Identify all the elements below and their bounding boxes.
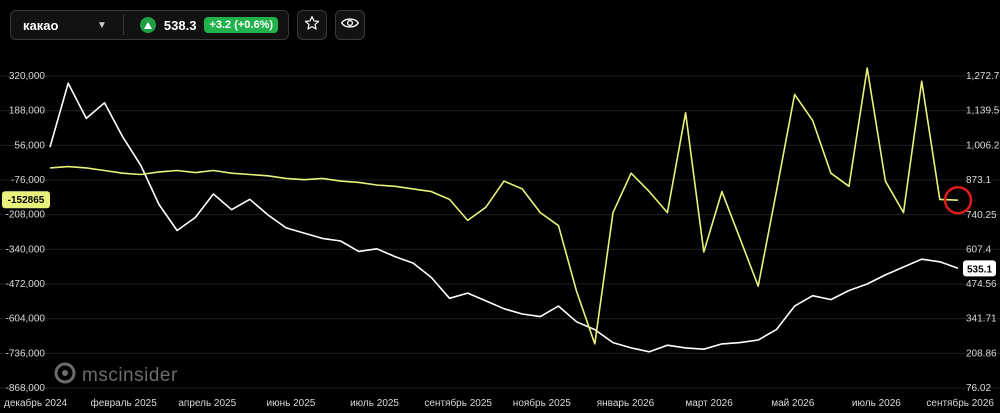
x-tick-label: декабрь 2024 [4,397,68,409]
series-line-1 [49,67,959,345]
x-tick-label: январь 2026 [597,398,655,409]
right-tick-label: 1,139.5 [966,106,1000,117]
right-tick-label: 740.25 [966,210,997,221]
watch-button[interactable] [335,10,366,40]
eye-icon [341,16,360,35]
left-value-label: -152865 [8,195,45,206]
left-tick-label: -76,000 [11,175,45,186]
left-axis: 320,000 188,000 56,000 -76,000 -208,000 -340,… [6,71,46,394]
left-tick-label: -868,000 [6,383,46,394]
x-tick-label: февраль 2025 [90,397,157,409]
overlay: 535.1 -152865 [2,185,996,277]
current-price: 538.3 [163,17,197,33]
right-tick-label: 607.4 [966,244,991,255]
x-tick-label: сентябрь 2026 [926,397,994,409]
watermark: mscinsider [54,362,178,390]
right-tick-label: 76.02 [966,383,991,394]
chevron-down-icon[interactable]: ▼ [97,19,107,31]
x-tick-label: май 2026 [771,398,814,409]
x-tick-label: июль 2025 [350,398,399,409]
series-layer [49,67,959,353]
brand-logo-icon [54,362,76,390]
current-point-marker [943,185,973,215]
left-tick-label: -340,000 [6,244,46,255]
x-tick-label: март 2026 [685,398,733,409]
toolbar: какао ▼ 538.3 +3.2 (+0.6%) [10,10,366,40]
left-tick-label: 56,000 [14,140,45,151]
right-tick-label: 208.86 [966,348,997,359]
up-triangle-icon [139,17,156,33]
favorite-button[interactable] [297,10,328,40]
ticker-name[interactable]: какао [23,17,59,33]
series-line-0 [49,82,959,353]
x-tick-label: апрель 2025 [178,398,236,409]
watermark-text: mscinsider [82,365,178,386]
x-tick-label: июль 2026 [852,398,901,409]
left-tick-label: -472,000 [6,279,46,290]
ticker-panel[interactable]: какао ▼ 538.3 +3.2 (+0.6%) [10,10,290,40]
price-change-badge: +3.2 (+0.6%) [204,17,279,33]
gridlines [0,75,1000,389]
left-value-badge [2,191,50,209]
x-tick-label: июнь 2025 [266,398,315,409]
right-tick-label: 1,272.75 [966,71,1000,82]
left-tick-label: -736,000 [6,348,46,359]
right-value-label: 535.1 [967,264,992,275]
x-tick-label: ноябрь 2025 [513,397,571,409]
left-tick-label: 188,000 [9,106,46,117]
star-icon [304,15,320,36]
right-tick-label: 1,006.25 [966,140,1000,151]
right-tick-label: 341.71 [966,314,997,325]
left-tick-label: -604,000 [6,314,46,325]
right-tick-label: 474.56 [966,279,997,290]
left-tick-label: -208,000 [6,210,46,221]
right-axis: 1,272.75 1,139.5 1,006.25 873.1 740.25 607.4 4… [966,71,1000,394]
x-axis: декабрь 2024 февраль 2025 апрель 2025 июнь … [4,397,994,409]
left-tick-label: 320,000 [9,71,46,82]
right-value-badge [963,260,996,277]
right-tick-label: 873.1 [966,175,991,186]
x-tick-label: сентябрь 2025 [424,397,492,409]
divider [122,15,124,35]
